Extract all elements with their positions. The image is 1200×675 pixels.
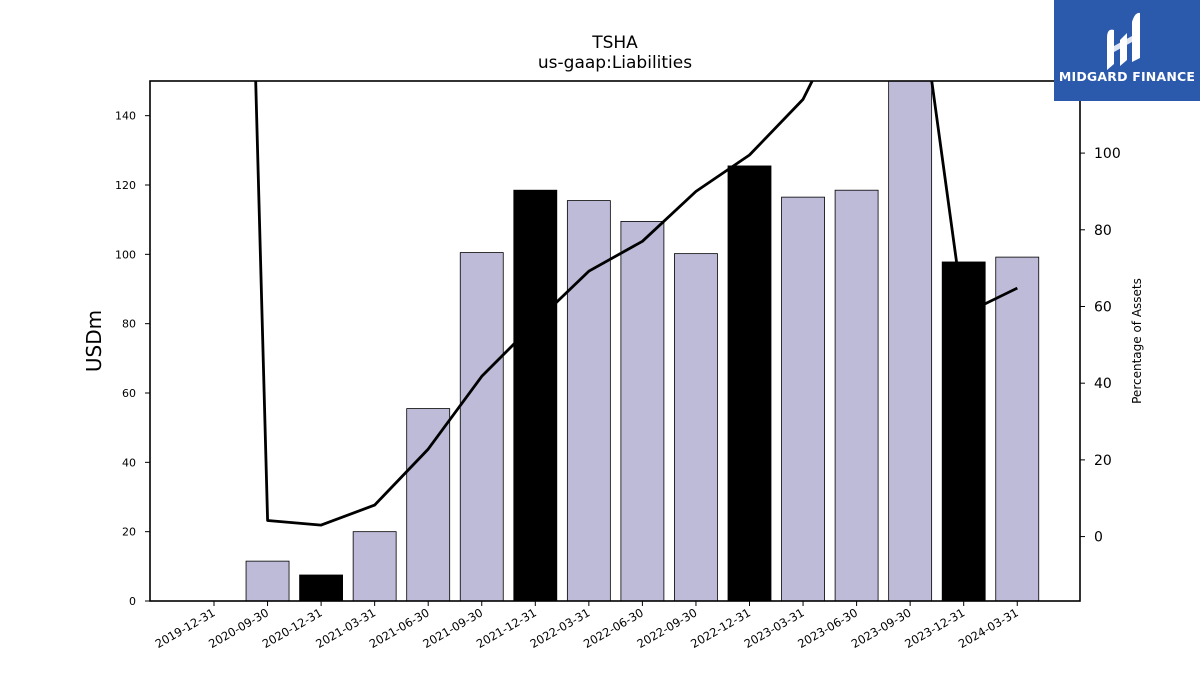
x-tick-label: 2019-12-31 xyxy=(153,605,218,651)
y-tick-label: 0 xyxy=(129,595,136,608)
y-axis-label: USDm xyxy=(82,310,106,372)
x-tick-label: 2024-03-31 xyxy=(956,605,1021,651)
y2-tick-label: 80 xyxy=(1094,223,1112,239)
bar-2021-03-31 xyxy=(352,531,397,601)
y-tick-label: 40 xyxy=(122,456,136,469)
y-tick-label: 80 xyxy=(122,318,136,331)
midgard-finance-logo: MIDGARD FINANCE xyxy=(1054,0,1200,101)
x-tick-label: 2023-12-31 xyxy=(902,605,967,651)
logo-text: MIDGARD FINANCE xyxy=(1058,69,1196,84)
x-tick-label: 2022-06-30 xyxy=(581,605,646,651)
y-tick-label: 20 xyxy=(122,526,136,539)
y-axis-left: 0 20 40 60 80 100 120 140 xyxy=(115,110,150,608)
bar-2021-12-31 xyxy=(513,189,558,601)
bar-2022-12-31 xyxy=(727,165,772,601)
x-tick-label: 2021-09-30 xyxy=(420,605,485,651)
bar-2020-09-30 xyxy=(245,560,290,601)
y2-tick-label: 20 xyxy=(1094,453,1112,469)
plot-frame xyxy=(149,80,1081,602)
midgard-mark-icon xyxy=(1107,12,1140,70)
chart-title: TSHA xyxy=(591,33,638,53)
y2-axis-label: Percentage of Assets xyxy=(1130,278,1144,404)
y2-tick-label: 40 xyxy=(1094,376,1112,392)
bar-2022-03-31 xyxy=(566,200,611,601)
y2-tick-label: 100 xyxy=(1094,146,1121,162)
x-axis: 2019-12-312020-09-302020-12-312021-03-31… xyxy=(153,601,1021,651)
bar-2021-09-30 xyxy=(459,252,504,601)
x-tick-label: 2020-09-30 xyxy=(206,605,271,651)
x-tick-label: 2021-12-31 xyxy=(474,605,539,651)
y2-tick-label: 60 xyxy=(1094,299,1112,315)
x-tick-label: 2023-03-31 xyxy=(742,605,807,651)
percentage-of-assets-line xyxy=(254,81,1018,527)
x-tick-label: 2021-06-30 xyxy=(367,605,432,651)
x-tick-label: 2023-09-30 xyxy=(849,605,914,651)
x-tick-label: 2021-03-31 xyxy=(313,605,378,651)
y2-tick-label: 0 xyxy=(1094,530,1103,546)
x-tick-label: 2022-12-31 xyxy=(688,605,753,651)
y-tick-label: 120 xyxy=(115,179,136,192)
line-series xyxy=(254,81,1018,527)
x-tick-label: 2022-03-31 xyxy=(527,605,592,651)
bar-2021-06-30 xyxy=(406,408,451,601)
bar-2023-09-30 xyxy=(888,81,933,601)
x-tick-label: 2022-09-30 xyxy=(635,605,700,651)
y-axis-right: 0 20 40 60 80 100 xyxy=(1080,146,1121,546)
bar-2023-03-31 xyxy=(781,196,825,601)
bar-2022-06-30 xyxy=(620,220,665,601)
y-tick-label: 60 xyxy=(122,387,136,400)
bar-series xyxy=(245,81,1040,601)
y-tick-label: 100 xyxy=(115,248,136,261)
y-tick-label: 140 xyxy=(115,110,136,123)
bar-2024-03-31 xyxy=(995,256,1040,601)
bar-2023-12-31 xyxy=(941,261,986,601)
x-tick-label: 2023-06-30 xyxy=(795,605,860,651)
bar-2023-06-30 xyxy=(834,189,879,601)
bar-2020-12-31 xyxy=(299,574,344,601)
chart-subtitle: us-gaap:Liabilities xyxy=(538,53,692,73)
bar-2022-09-30 xyxy=(674,253,718,601)
x-tick-label: 2020-12-31 xyxy=(260,605,325,651)
